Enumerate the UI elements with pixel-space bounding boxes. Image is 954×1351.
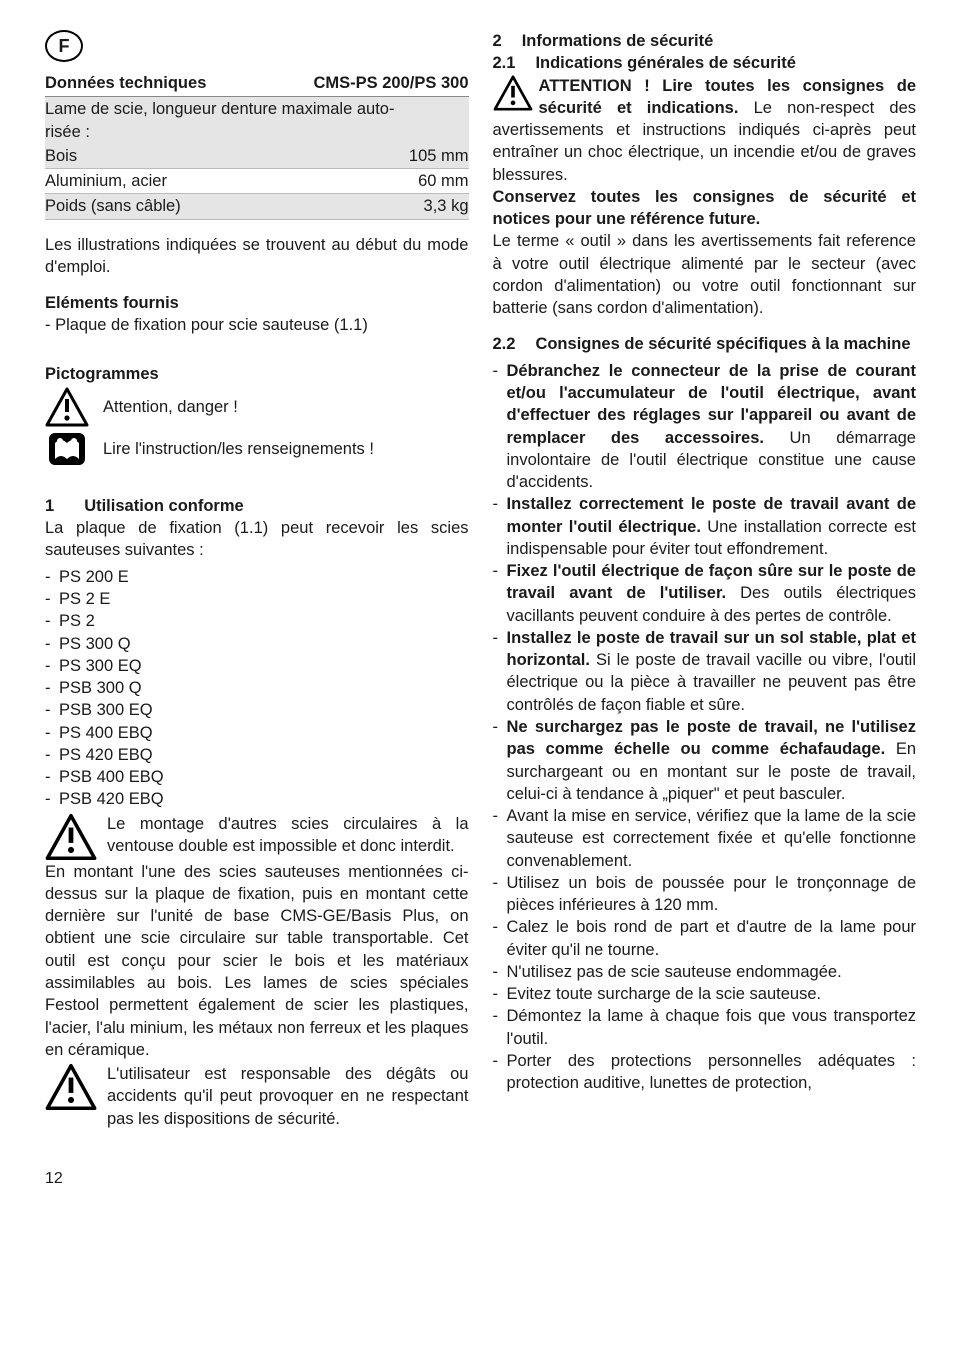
warning-icon [493, 75, 533, 117]
sec22-item: Ne surchargez pas le poste de travail, n… [493, 716, 917, 805]
sec21-title: Indications générales de sécurité [535, 52, 795, 74]
tech-row-value: 60 mm [418, 170, 468, 192]
tech-row-value: 105 mm [409, 145, 469, 167]
model-item: PS 300 EQ [45, 655, 469, 677]
model-item: PS 2 [45, 610, 469, 632]
sec22-item: Fixez l'outil électrique de façon sûre s… [493, 560, 917, 627]
warn2-text: L'utilisateur est responsable des dégâts… [107, 1063, 469, 1130]
warn1-text: Le montage d'autres scies circulaires à … [107, 813, 469, 861]
tech-band-line2: risée : [45, 121, 469, 143]
tech-row-value: 3,3 kg [424, 195, 469, 217]
tech-row: Poids (sans câble)3,3 kg [45, 194, 469, 219]
conservez: Conservez toutes les consignes de sécuri… [493, 186, 917, 231]
language-badge: F [45, 30, 83, 62]
sec22-item: Calez le bois rond de part et d'autre de… [493, 916, 917, 961]
tech-label: Données techniques [45, 72, 314, 94]
warning-icon [45, 813, 97, 861]
model-item: PSB 300 Q [45, 677, 469, 699]
sec22-title: Consignes de sécurité spécifiques à la m… [535, 333, 910, 355]
sec22-item: Installez correctement le poste de trava… [493, 493, 917, 560]
warning-icon [45, 387, 89, 427]
illustrations-note: Les illustrations indiquées se trouvent … [45, 234, 469, 279]
tech-data-header: Données techniques CMS-PS 200/PS 300 [45, 70, 469, 97]
model-item: PS 420 EBQ [45, 744, 469, 766]
long-paragraph: En montant l'une des scies sauteuses men… [45, 861, 469, 1061]
sec22-list: Débranchez le connecteur de la prise de … [493, 360, 917, 1095]
elements-item: - Plaque de fixation pour scie sauteuse … [45, 314, 469, 336]
sec22-item: Installez le poste de travail sur un sol… [493, 627, 917, 716]
elements-heading: Eléments fournis [45, 292, 469, 314]
picto-read-text: Lire l'instruction/les renseignements ! [103, 438, 374, 460]
tech-band: Lame de scie, longueur denture maximale … [45, 97, 469, 144]
sec1-intro: La plaque de fixation (1.1) peut recevoi… [45, 517, 469, 562]
sec22-item: Avant la mise en service, vérifiez que l… [493, 805, 917, 872]
tech-row-label: Bois [45, 145, 409, 167]
model-item: PS 200 E [45, 566, 469, 588]
tech-row-label: Aluminium, acier [45, 170, 418, 192]
tech-row: Bois105 mm [45, 144, 469, 169]
page-number: 12 [45, 1170, 916, 1188]
sec22-item: Démontez la lame à chaque fois que vous … [493, 1005, 917, 1050]
tech-row-label: Poids (sans câble) [45, 195, 424, 217]
model-list: PS 200 EPS 2 EPS 2PS 300 QPS 300 EQPSB 3… [45, 566, 469, 811]
read-manual-icon [45, 429, 89, 469]
model-item: PS 400 EBQ [45, 722, 469, 744]
sec2-title: Informations de sécurité [522, 30, 714, 52]
terme-paragraph: Le terme « outil » dans les avertissemen… [493, 230, 917, 319]
model-item: PS 2 E [45, 588, 469, 610]
sec22-item: Evitez toute surcharge de la scie sauteu… [493, 983, 917, 1005]
pictograms-heading: Pictogrammes [45, 363, 469, 385]
model-item: PSB 400 EBQ [45, 766, 469, 788]
tech-band-line1: Lame de scie, longueur denture maximale … [45, 98, 469, 120]
tech-row: Aluminium, acier60 mm [45, 169, 469, 194]
attention-paragraph: ATTENTION ! Lire toutes les consignes de… [493, 75, 917, 186]
sec22-item: Porter des protections personnelles adéq… [493, 1050, 917, 1095]
model-item: PS 300 Q [45, 633, 469, 655]
sec22-num: 2.2 [493, 333, 516, 355]
model-item: PSB 420 EBQ [45, 788, 469, 810]
sec22-item: N'utilisez pas de scie sauteuse endommag… [493, 961, 917, 983]
sec1-title: Utilisation conforme [84, 495, 244, 517]
model-item: PSB 300 EQ [45, 699, 469, 721]
sec21-num: 2.1 [493, 52, 516, 74]
warning-icon [45, 1063, 97, 1130]
picto-attention-text: Attention, danger ! [103, 396, 238, 418]
sec1-num: 1 [45, 495, 54, 517]
tech-model: CMS-PS 200/PS 300 [314, 72, 469, 94]
sec2-num: 2 [493, 30, 502, 52]
sec22-item: Utilisez un bois de poussée pour le tron… [493, 872, 917, 917]
sec22-item: Débranchez le connecteur de la prise de … [493, 360, 917, 494]
